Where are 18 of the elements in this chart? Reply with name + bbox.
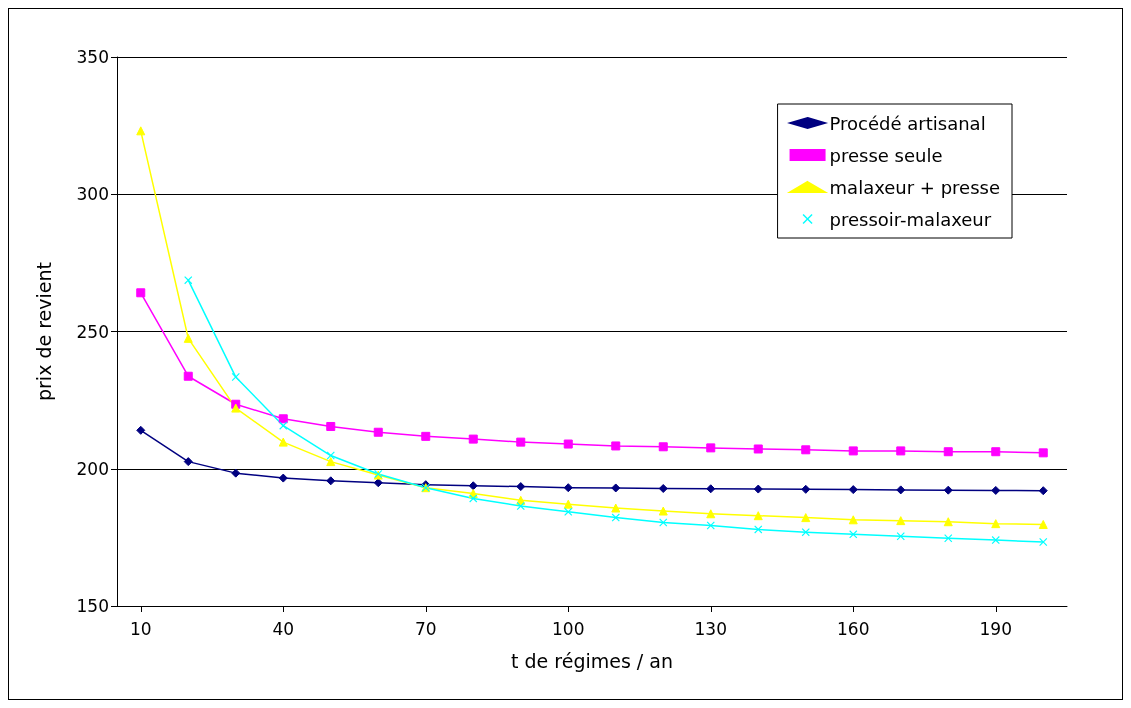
x-tick-label: 70 (414, 618, 437, 639)
y-tick-label: 200 (76, 458, 109, 479)
y-tick-label: 250 (76, 321, 109, 342)
y-axis-title: prix de revient (32, 261, 55, 402)
x-axis-title: t de régimes / an (511, 649, 673, 672)
y-tick-label: 150 (76, 596, 109, 616)
legend-label: pressoir-malaxeur (829, 208, 992, 230)
x-tick-label: 40 (272, 618, 295, 639)
x-tick-label: 190 (979, 618, 1012, 639)
x-tick-label: 130 (694, 618, 727, 639)
legend-label: Procédé artisanal (829, 112, 986, 134)
x-tick-label: 160 (837, 618, 870, 639)
y-tick-label: 350 (76, 47, 109, 67)
y-tick-label: 300 (76, 184, 109, 205)
x-tick-label: 100 (552, 618, 585, 639)
x-tick-label: 10 (129, 618, 152, 639)
legend-label: malaxeur + presse (829, 176, 1000, 198)
legend-label: presse seule (829, 144, 943, 166)
